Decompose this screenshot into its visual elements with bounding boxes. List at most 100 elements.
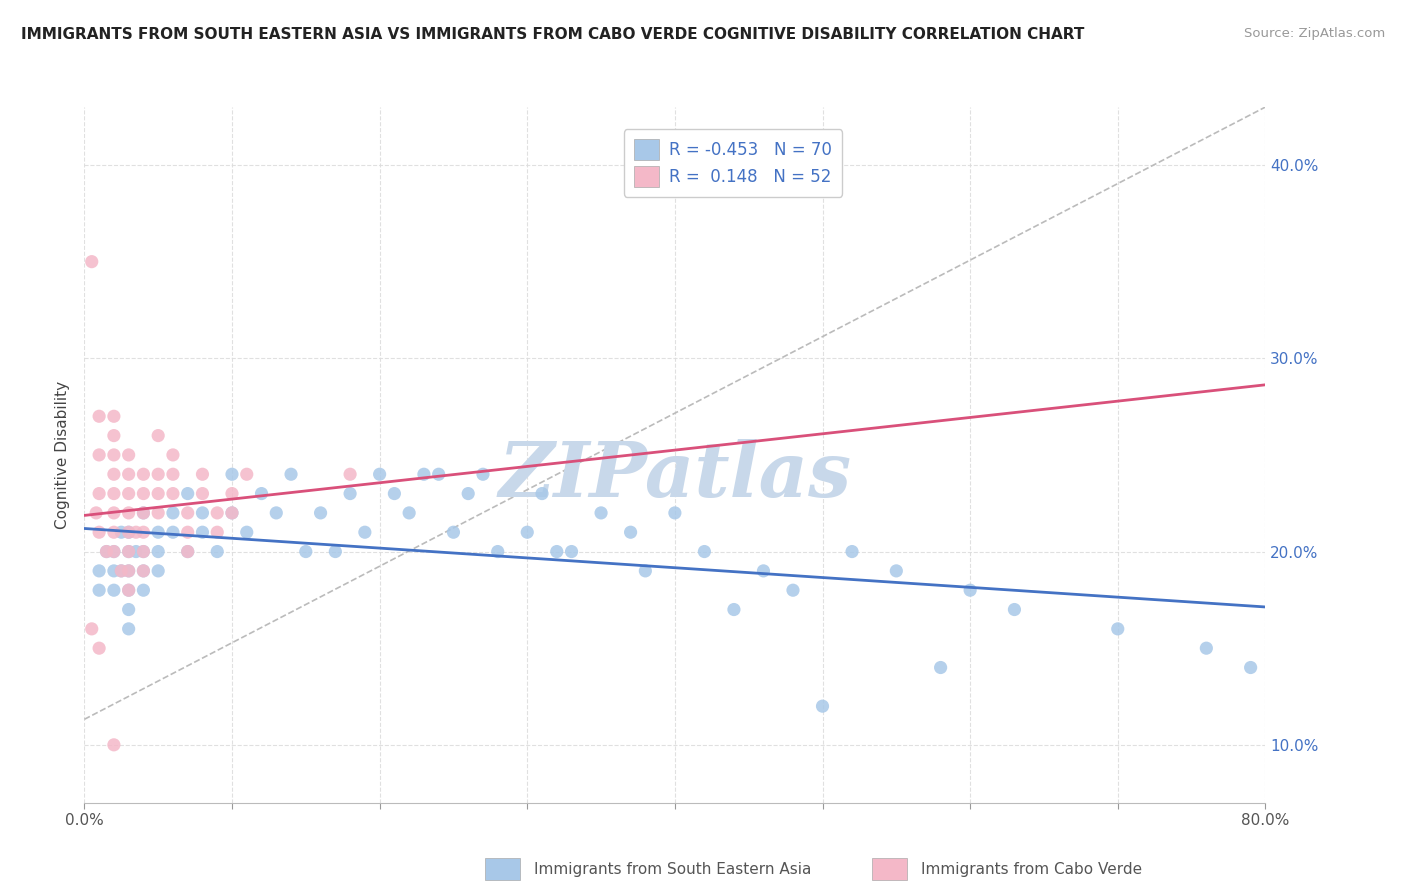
- Point: [486, 544, 509, 558]
- Point: [221, 506, 243, 520]
- Point: [132, 544, 155, 558]
- Point: [752, 564, 775, 578]
- Point: [250, 486, 273, 500]
- Point: [221, 467, 243, 482]
- Point: [1240, 660, 1263, 674]
- Point: [177, 525, 200, 540]
- Point: [205, 506, 228, 520]
- Point: [723, 602, 745, 616]
- Point: [560, 544, 583, 558]
- Point: [118, 622, 141, 636]
- Point: [177, 544, 200, 558]
- Point: [110, 564, 132, 578]
- Point: [132, 506, 155, 520]
- Point: [591, 506, 613, 520]
- Point: [118, 467, 141, 482]
- Point: [354, 525, 377, 540]
- Point: [221, 486, 243, 500]
- Text: Source: ZipAtlas.com: Source: ZipAtlas.com: [1244, 27, 1385, 40]
- Point: [323, 544, 347, 558]
- Point: [162, 506, 184, 520]
- Point: [118, 564, 141, 578]
- Point: [264, 506, 288, 520]
- Point: [177, 544, 200, 558]
- Point: [516, 525, 538, 540]
- Point: [162, 467, 184, 482]
- Point: [177, 506, 200, 520]
- Point: [103, 428, 125, 442]
- Point: [191, 525, 214, 540]
- Point: [118, 544, 141, 558]
- Point: [80, 622, 103, 636]
- Point: [148, 506, 170, 520]
- Legend: R = -0.453   N = 70, R =  0.148   N = 52: R = -0.453 N = 70, R = 0.148 N = 52: [624, 129, 842, 196]
- Point: [132, 544, 155, 558]
- Point: [413, 467, 436, 482]
- Point: [110, 564, 132, 578]
- Point: [87, 525, 111, 540]
- Point: [96, 544, 118, 558]
- Point: [162, 525, 184, 540]
- Point: [959, 583, 981, 598]
- Point: [87, 486, 111, 500]
- Point: [398, 506, 420, 520]
- Point: [457, 486, 479, 500]
- Point: [205, 525, 228, 540]
- Point: [118, 525, 141, 540]
- Point: [80, 254, 103, 268]
- Point: [103, 583, 125, 598]
- Point: [295, 544, 318, 558]
- Point: [103, 448, 125, 462]
- Point: [191, 467, 214, 482]
- Point: [382, 486, 406, 500]
- Point: [103, 467, 125, 482]
- Point: [235, 525, 259, 540]
- Point: [162, 486, 184, 500]
- Point: [110, 525, 132, 540]
- Point: [1107, 622, 1129, 636]
- Point: [87, 409, 111, 424]
- Point: [118, 564, 141, 578]
- Point: [87, 564, 111, 578]
- Point: [132, 467, 155, 482]
- Point: [103, 409, 125, 424]
- Point: [886, 564, 908, 578]
- Point: [427, 467, 450, 482]
- Point: [132, 525, 155, 540]
- Point: [132, 564, 155, 578]
- Point: [205, 544, 228, 558]
- Point: [339, 486, 361, 500]
- Point: [118, 506, 141, 520]
- Point: [693, 544, 716, 558]
- Point: [118, 602, 141, 616]
- Point: [118, 583, 141, 598]
- Point: [148, 564, 170, 578]
- Point: [664, 506, 686, 520]
- Point: [782, 583, 804, 598]
- Point: [811, 699, 834, 714]
- Point: [162, 448, 184, 462]
- Point: [472, 467, 495, 482]
- Point: [148, 525, 170, 540]
- Point: [177, 486, 200, 500]
- Point: [118, 525, 141, 540]
- Point: [441, 525, 464, 540]
- Point: [148, 544, 170, 558]
- Point: [339, 467, 361, 482]
- Text: Immigrants from Cabo Verde: Immigrants from Cabo Verde: [921, 863, 1142, 877]
- Text: Immigrants from South Eastern Asia: Immigrants from South Eastern Asia: [534, 863, 811, 877]
- Point: [87, 583, 111, 598]
- Y-axis label: Cognitive Disability: Cognitive Disability: [55, 381, 70, 529]
- Point: [148, 428, 170, 442]
- Point: [148, 486, 170, 500]
- Point: [530, 486, 553, 500]
- Point: [87, 641, 111, 656]
- Point: [103, 525, 125, 540]
- Point: [634, 564, 657, 578]
- Point: [118, 583, 141, 598]
- Point: [546, 544, 568, 558]
- Text: IMMIGRANTS FROM SOUTH EASTERN ASIA VS IMMIGRANTS FROM CABO VERDE COGNITIVE DISAB: IMMIGRANTS FROM SOUTH EASTERN ASIA VS IM…: [21, 27, 1084, 42]
- Point: [125, 525, 148, 540]
- Point: [132, 583, 155, 598]
- Point: [118, 544, 141, 558]
